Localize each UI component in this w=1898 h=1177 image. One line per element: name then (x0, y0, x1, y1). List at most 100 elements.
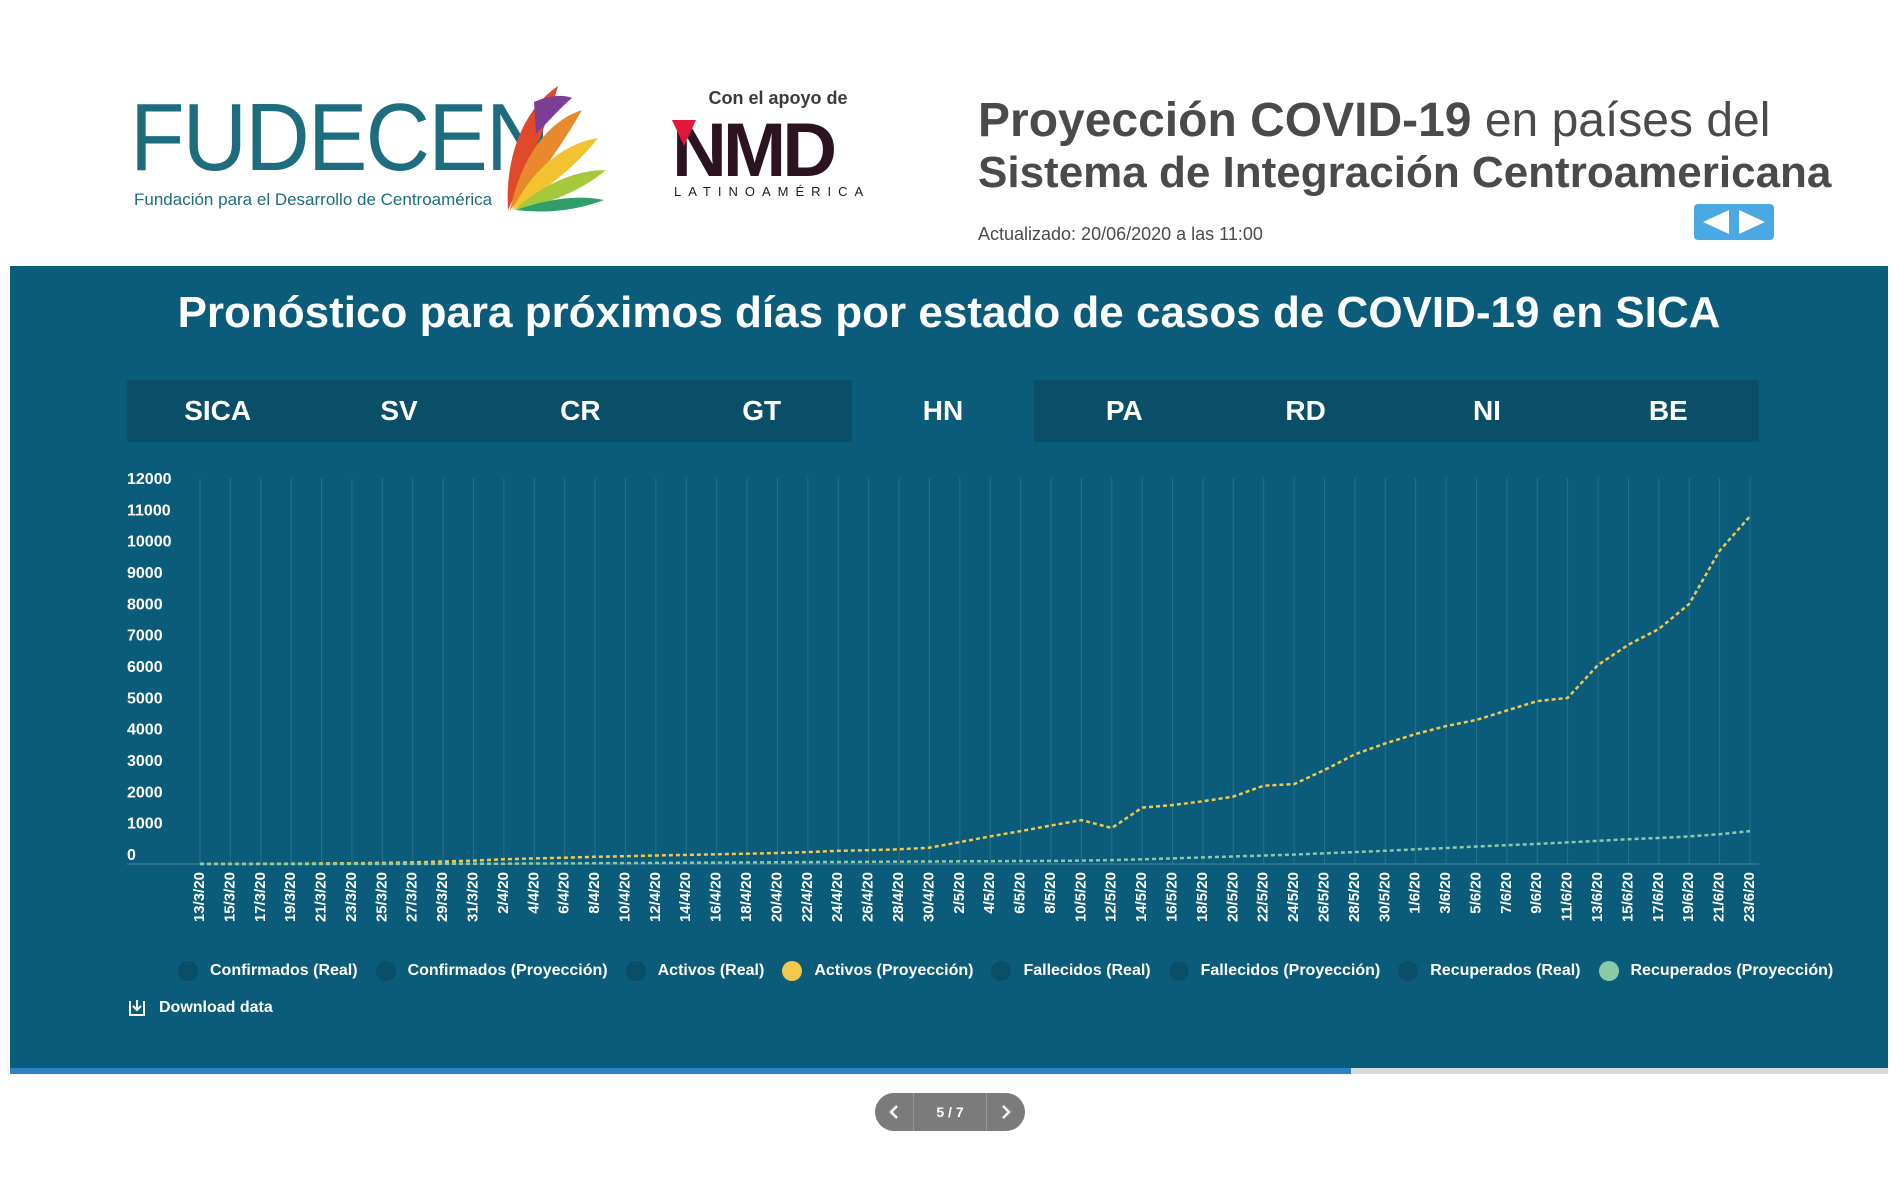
x-tick-label: 6/5/20 (1012, 872, 1029, 914)
x-tick-label: 12/4/20 (647, 872, 664, 922)
y-tick-label: 6000 (127, 659, 163, 676)
x-tick-label: 19/6/20 (1680, 872, 1697, 922)
chevron-left-icon (889, 1105, 898, 1119)
tab-pa[interactable]: PA (1105, 395, 1143, 426)
x-tick-label: 15/3/20 (221, 872, 238, 922)
x-tick-label: 21/3/20 (313, 872, 330, 922)
y-tick-label: 1000 (127, 816, 163, 833)
x-tick-label: 29/3/20 (434, 872, 451, 922)
legend-marker (375, 961, 396, 981)
x-tick-label: 8/5/20 (1042, 872, 1059, 914)
tab-be[interactable]: BE (1648, 395, 1688, 426)
x-tick-label: 6/4/20 (556, 872, 573, 914)
headline-line-1: Proyección COVID-19 en países del (978, 92, 1831, 150)
headline-line-2: Sistema de Integración Centroamericana (978, 148, 1832, 197)
y-tick-label: 3000 (127, 753, 163, 770)
chart-panel: Pronóstico para próximos días por estado… (10, 266, 1888, 1070)
x-tick-label: 3/6/20 (1437, 872, 1454, 914)
nmd-logo: NMD (672, 116, 838, 182)
series-line-1 (200, 829, 1751, 866)
slide-nav-arrows (1694, 204, 1774, 240)
legend-item[interactable]: Recuperados (Proyección) (1598, 961, 1834, 981)
x-tick-label: 21/6/20 (1711, 872, 1728, 922)
legend-item[interactable]: Confirmados (Real) (178, 961, 358, 981)
nmd-logo-text: NMD (672, 116, 834, 182)
line-chart: 0 1000 2000 3000 4000 5000 6000 7000 8000 9000 100… (127, 471, 1759, 922)
y-tick-label: 5000 (127, 690, 163, 707)
series-line-0 (200, 515, 1751, 866)
tab-sv[interactable]: SV (380, 395, 418, 426)
pager-next-button[interactable] (987, 1093, 1025, 1131)
legend-item[interactable]: Fallecidos (Real) (991, 961, 1151, 981)
legend-marker (178, 961, 198, 981)
support-caption: Con el apoyo de (668, 88, 888, 109)
x-tick-label: 10/4/20 (616, 872, 633, 922)
legend-label: Activos (Real) (657, 962, 765, 979)
fudecen-logo: FUDECEN Fundación para el Desarrollo de … (130, 82, 620, 222)
tab-cr[interactable]: CR (560, 395, 601, 426)
country-tabs: SICA SV CR GT HN PA RD NI BE (127, 380, 1759, 442)
left-triangle-icon[interactable] (1701, 208, 1731, 236)
x-tick-label: 17/3/20 (252, 872, 269, 922)
legend-item[interactable]: Confirmados (Proyección) (375, 961, 608, 981)
legend-item[interactable]: Activos (Proyección) (782, 961, 973, 981)
x-tick-label: 27/3/20 (404, 872, 421, 922)
x-tick-label: 14/5/20 (1133, 872, 1150, 922)
x-tick-label: 25/3/20 (373, 872, 390, 922)
x-tick-label: 1/6/20 (1407, 872, 1424, 914)
y-tick-label: 9000 (127, 565, 163, 582)
x-tick-label: 30/4/20 (920, 872, 937, 922)
tab-rd[interactable]: RD (1285, 395, 1326, 426)
tab-ni[interactable]: NI (1472, 395, 1501, 426)
legend-label: Confirmados (Real) (210, 962, 358, 979)
x-tick-label: 2/4/20 (495, 872, 512, 914)
x-tick-label: 10/5/20 (1072, 872, 1089, 922)
x-tick-label: 22/4/20 (799, 872, 816, 922)
right-triangle-icon[interactable] (1737, 208, 1767, 236)
x-tick-label: 4/4/20 (525, 872, 542, 914)
slide-progress-fill (10, 1068, 1351, 1074)
legend-label: Fallecidos (Real) (1023, 962, 1151, 979)
legend-label: Activos (Proyección) (814, 962, 974, 979)
legend-label: Recuperados (Proyección) (1630, 962, 1834, 979)
support-text: Con el apoyo de (708, 88, 848, 108)
legend-item[interactable]: Fallecidos (Proyección) (1168, 961, 1381, 981)
legend-marker (1168, 961, 1189, 981)
pager-counter: 5 / 7 (913, 1093, 987, 1131)
y-tick-label: 8000 (127, 596, 163, 613)
fudecen-logo-text: FUDECEN (130, 84, 550, 191)
y-tick-label: 0 (127, 847, 136, 864)
slide-progress-bar (10, 1068, 1888, 1074)
y-tick-label: 12000 (127, 471, 172, 488)
pager-prev-button[interactable] (875, 1093, 913, 1131)
page-headline: Proyección COVID-19 en países del Sistem… (978, 92, 1831, 196)
x-tick-label: 11/6/20 (1559, 872, 1576, 921)
x-tick-label: 2/5/20 (951, 872, 968, 914)
tab-gt[interactable]: GT (742, 395, 782, 426)
x-tick-label: 15/6/20 (1619, 872, 1636, 922)
tab-sica[interactable]: SICA (184, 395, 252, 426)
legend-label: Fallecidos (Proyección) (1200, 962, 1381, 979)
x-tick-label: 5/6/20 (1467, 872, 1484, 914)
x-tick-label: 18/4/20 (738, 872, 755, 922)
download-data-button[interactable]: Download data (127, 998, 273, 1018)
legend-marker (1598, 961, 1619, 981)
legend-item[interactable]: Recuperados (Real) (1398, 961, 1581, 981)
nmd-subtitle: LATINOAMÉRICA (674, 184, 871, 199)
fudecen-tagline: Fundación para el Desarrollo de Centroam… (134, 190, 493, 209)
x-tick-label: 23/3/20 (343, 872, 360, 922)
x-tick-label: 16/4/20 (708, 872, 725, 922)
headline-rest: en países del (1471, 94, 1771, 147)
x-tick-label: 14/4/20 (677, 872, 694, 922)
x-tick-label: 20/4/20 (768, 872, 785, 922)
tab-hn[interactable]: HN (852, 380, 1034, 442)
x-tick-label: 24/4/20 (829, 872, 846, 922)
x-tick-label: 28/5/20 (1346, 872, 1363, 922)
x-tick-label: 23/6/20 (1741, 872, 1758, 922)
x-tick-label: 26/4/20 (860, 872, 877, 922)
chart-title: Pronóstico para próximos días por estado… (177, 288, 1721, 337)
y-tick-label: 7000 (127, 628, 163, 645)
legend-item[interactable]: Activos (Real) (625, 961, 765, 981)
x-tick-label: 26/5/20 (1315, 872, 1332, 922)
x-tick-label: 13/3/20 (191, 872, 208, 922)
